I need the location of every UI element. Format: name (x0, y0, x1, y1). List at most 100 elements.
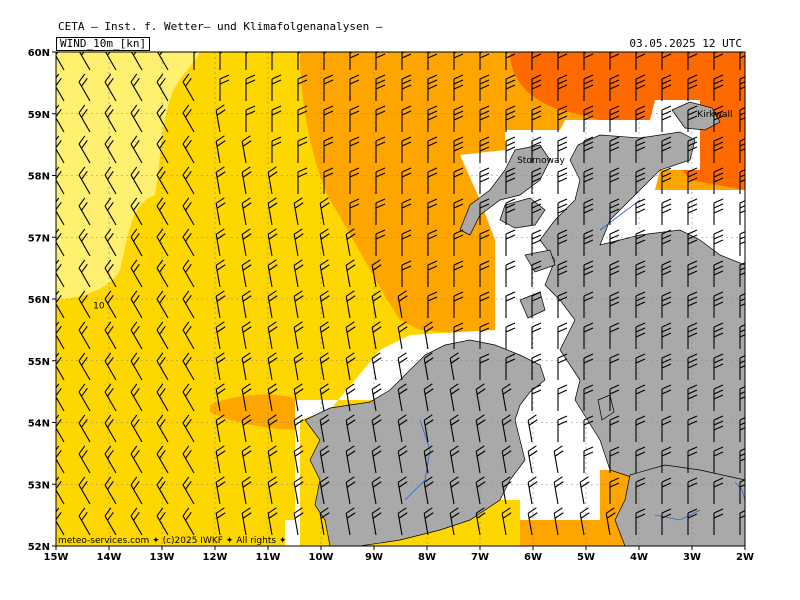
lon-tick-label: 9W (365, 552, 383, 563)
wind-barb (687, 508, 698, 535)
wind-barb (687, 198, 698, 225)
lon-tick-label: 11W (256, 552, 281, 563)
wind-barb (156, 73, 169, 102)
river-ireland (404, 419, 431, 501)
wind-barb (557, 198, 568, 225)
wind-barb (609, 291, 620, 318)
wind-barb (635, 198, 646, 225)
wind-barb (531, 353, 542, 380)
wind-barb (241, 476, 252, 505)
wind-barb (687, 446, 698, 473)
wind-barb (156, 228, 169, 257)
wind-barb (505, 74, 516, 101)
wind-barb (553, 445, 564, 474)
wind-barb (401, 198, 412, 225)
wind-barb (479, 322, 490, 349)
wind-barb (104, 228, 117, 257)
wind-barb (375, 136, 386, 163)
wind-barb (293, 321, 304, 350)
wind-barb (267, 445, 278, 474)
wind-barb (182, 228, 195, 257)
wind-barb (345, 290, 356, 319)
wind-barb (479, 74, 490, 101)
wind-barb (78, 383, 91, 412)
wind-barb (475, 414, 486, 443)
wind-barb (267, 321, 278, 350)
wind-barb (130, 507, 143, 536)
wind-barb (130, 290, 143, 319)
wind-barb (345, 476, 356, 505)
wind-barb (241, 383, 252, 412)
wind-barb (453, 322, 464, 349)
wind-barb (661, 291, 672, 318)
wind-barb (583, 353, 594, 380)
wind-barb (609, 198, 620, 225)
wind-barb (713, 446, 724, 473)
wind-barb (78, 166, 91, 195)
wind-barb (583, 322, 594, 349)
wind-barb (271, 74, 282, 101)
wind-barb (583, 446, 594, 473)
wind-barb (130, 321, 143, 350)
datetime-label: 03.05.2025 12 UTC (629, 37, 742, 50)
wind-barb (267, 166, 278, 195)
wind-barb (271, 105, 282, 132)
wind-barb (687, 415, 698, 442)
wind-barb (293, 259, 304, 288)
wind-barb (215, 166, 226, 195)
lat-tick-label: 59N (28, 110, 50, 121)
wind-barb (182, 197, 195, 226)
wind-barb (453, 260, 464, 287)
river-england (654, 509, 701, 521)
wind-barb (635, 105, 646, 132)
wind-barb (635, 260, 646, 287)
wind-barb (501, 476, 512, 505)
wind-barb (319, 259, 330, 288)
wind-barb (423, 414, 434, 443)
wind-barb (661, 508, 672, 535)
wind-barb (293, 290, 304, 319)
wind-barb (104, 259, 117, 288)
wind-barb (156, 290, 169, 319)
wind-barb (182, 73, 195, 102)
wind-barb (130, 259, 143, 288)
wind-barb (527, 507, 538, 536)
wind-band-medium-south (210, 394, 295, 430)
wind-barb (505, 353, 516, 380)
wind-barb (713, 291, 724, 318)
wind-barb (267, 476, 278, 505)
wind-barb (661, 105, 672, 132)
wind-barb (215, 352, 226, 381)
wind-barb (182, 383, 195, 412)
wind-barb (449, 507, 460, 536)
wind-barb (661, 322, 672, 349)
wind-barb (527, 476, 538, 505)
wind-barb (661, 74, 672, 101)
wind-barb (130, 383, 143, 412)
lon-tick-label: 10W (309, 552, 334, 563)
wind-barb (583, 229, 594, 256)
wind-barb (319, 197, 330, 226)
wind-barb (475, 476, 486, 505)
wind-barb (397, 383, 408, 412)
wind-barb (505, 136, 516, 163)
wind-barb (182, 445, 195, 474)
wind-barb (349, 198, 360, 225)
wind-barb (449, 445, 460, 474)
wind-barb (104, 321, 117, 350)
wind-barb (349, 167, 360, 194)
wind-barb (293, 228, 304, 257)
wind-barb (557, 229, 568, 256)
wind-barb (661, 260, 672, 287)
wind-barb (557, 74, 568, 101)
wind-barb (583, 384, 594, 411)
wind-barb (583, 136, 594, 163)
wind-barb (297, 74, 308, 101)
wind-barb (130, 52, 143, 71)
wind-barb (241, 290, 252, 319)
wind-barb (505, 260, 516, 287)
wind-barb (527, 414, 538, 443)
wind-barb (156, 259, 169, 288)
wind-barb (78, 259, 91, 288)
